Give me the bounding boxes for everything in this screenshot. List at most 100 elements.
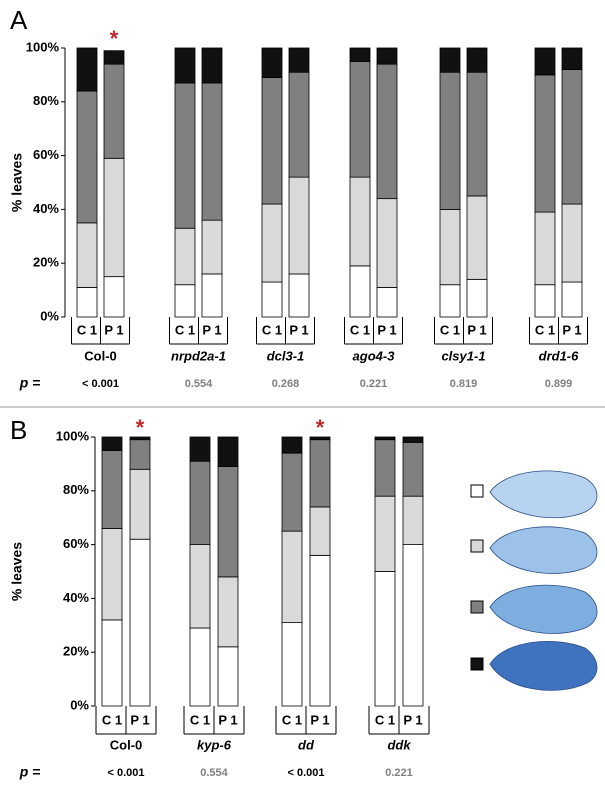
x-tick-label: C 1 <box>535 322 555 337</box>
bar-segment <box>309 436 331 441</box>
bar-segment <box>103 276 125 318</box>
p-value: 0.221 <box>360 378 388 390</box>
bar-segment <box>261 281 283 318</box>
bar-segment <box>217 646 239 707</box>
bar-segment <box>103 50 125 65</box>
x-tick-label: P 1 <box>403 712 422 727</box>
bar-segment <box>189 460 211 545</box>
bar-segment <box>376 47 398 65</box>
bar-segment <box>288 176 310 275</box>
bar-segment <box>376 287 398 318</box>
y-tick-label: 80% <box>63 482 89 497</box>
bar-segment <box>174 227 196 286</box>
bar-segment <box>374 439 396 497</box>
p-value: 0.221 <box>385 767 413 779</box>
bar-segment <box>288 273 310 318</box>
bar-segment <box>374 436 396 441</box>
group-label: clsy1-1 <box>441 348 485 363</box>
bar-segment <box>76 287 98 318</box>
bar-segment <box>309 439 331 508</box>
bar-segment <box>439 47 461 73</box>
significance-mark: * <box>110 26 119 51</box>
bar-segment <box>281 622 303 707</box>
group-label: ddk <box>387 737 411 752</box>
x-tick-label: C 1 <box>262 322 282 337</box>
bar-segment <box>174 47 196 84</box>
group-label: drd1-6 <box>539 348 580 363</box>
x-tick-label: C 1 <box>350 322 370 337</box>
bar-segment <box>349 265 371 318</box>
x-tick-label: C 1 <box>77 322 97 337</box>
bar-segment <box>349 176 371 267</box>
bar-segment <box>534 284 556 318</box>
x-tick-label: P 1 <box>104 322 123 337</box>
bar-segment <box>201 273 223 318</box>
x-tick-label: C 1 <box>102 712 122 727</box>
y-tick-label: 60% <box>63 536 89 551</box>
bar-segment <box>309 554 331 707</box>
x-tick-label: P 1 <box>130 712 149 727</box>
x-tick-label: P 1 <box>202 322 221 337</box>
x-tick-label: P 1 <box>562 322 581 337</box>
bar-segment <box>129 538 151 707</box>
p-label: p = <box>19 764 41 780</box>
x-tick-label: C 1 <box>175 322 195 337</box>
p-value: < 0.001 <box>287 767 324 779</box>
bar-segment <box>189 436 211 462</box>
bar-segment <box>217 436 239 467</box>
bar-segment <box>129 436 151 441</box>
bar-segment <box>374 571 396 707</box>
bar-segment <box>201 47 223 84</box>
bar-segment <box>261 203 283 283</box>
bar-segment <box>101 619 123 707</box>
bar-segment <box>561 69 583 205</box>
p-value: 0.268 <box>272 378 300 390</box>
bar-segment <box>466 47 488 73</box>
bar-segment <box>76 90 98 224</box>
group-label: kyp-6 <box>197 737 232 752</box>
bar-segment <box>261 77 283 205</box>
bar-segment <box>129 468 151 540</box>
bar-segment <box>402 544 424 707</box>
p-value: 0.554 <box>185 378 213 390</box>
bar-segment <box>101 436 123 451</box>
bar-segment <box>189 627 211 707</box>
leaf-illustrations <box>489 470 598 691</box>
panel-label: A <box>10 5 28 35</box>
bar-segment <box>281 452 303 532</box>
x-tick-label: C 1 <box>375 712 395 727</box>
y-tick-label: 40% <box>63 590 89 605</box>
significance-mark: * <box>136 415 145 440</box>
bar-segment <box>174 284 196 318</box>
bar-segment <box>439 284 461 318</box>
bar-segment <box>281 436 303 454</box>
bar-segment <box>103 63 125 159</box>
x-tick-label: P 1 <box>467 322 486 337</box>
p-value: 0.554 <box>200 767 228 779</box>
y-tick-label: 100% <box>26 39 60 54</box>
group-label: ago4-3 <box>353 348 396 363</box>
bar-segment <box>374 495 396 572</box>
bar-segment <box>561 203 583 283</box>
legend-swatch <box>470 600 484 614</box>
bar-segment <box>217 576 239 648</box>
bar-segment <box>288 71 310 178</box>
x-tick-label: P 1 <box>289 322 308 337</box>
group-label: dcl3-1 <box>267 348 305 363</box>
bar-segment <box>189 544 211 629</box>
x-tick-label: C 1 <box>282 712 302 727</box>
y-tick-label: 0% <box>40 308 59 323</box>
bar-segment <box>288 47 310 73</box>
y-tick-label: 40% <box>33 201 59 216</box>
y-tick-label: 20% <box>33 255 59 270</box>
bar-segment <box>101 528 123 621</box>
bar-segment <box>561 281 583 318</box>
x-tick-label: P 1 <box>310 712 329 727</box>
bar-segment <box>466 278 488 318</box>
bar-segment <box>76 47 98 92</box>
bar-segment <box>174 82 196 229</box>
p-value: < 0.001 <box>82 378 119 390</box>
legend-swatch <box>470 484 484 498</box>
